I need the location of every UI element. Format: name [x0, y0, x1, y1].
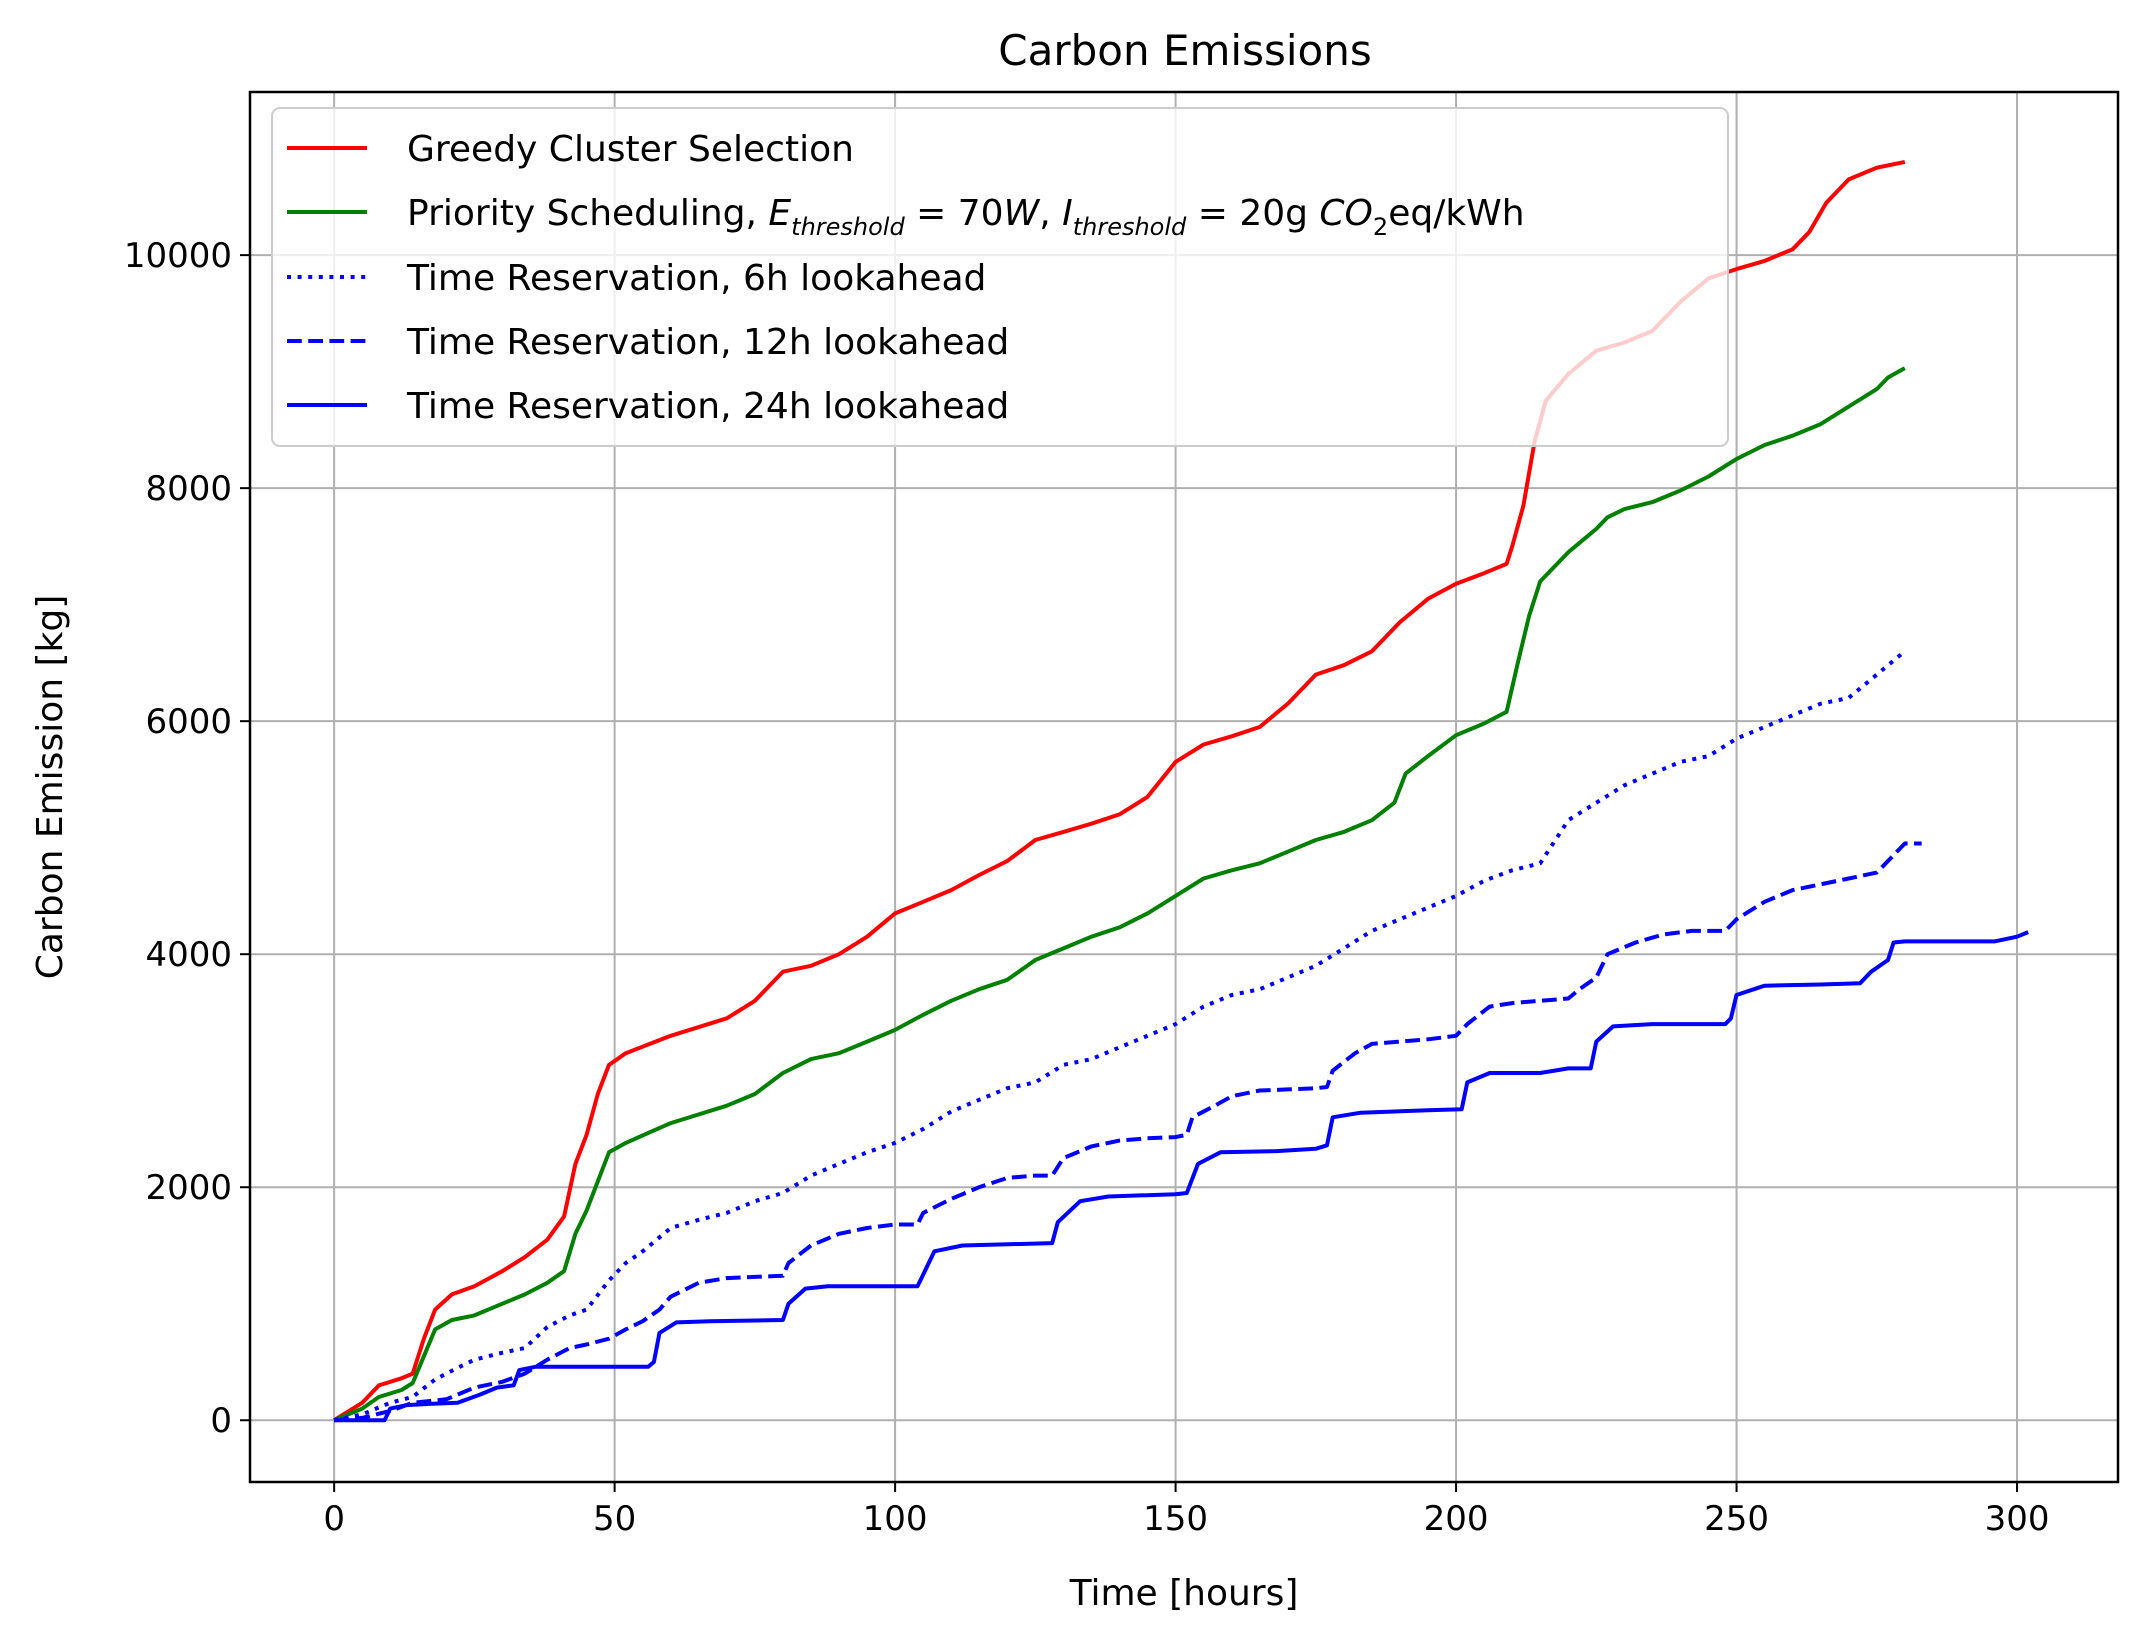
series-line-priority	[333, 366, 1906, 1423]
series-line-12h	[333, 841, 1922, 1423]
legend-label-6h: Time Reservation, 6h lookahead	[406, 258, 986, 299]
x-tick-label: 200	[1424, 1499, 1489, 1539]
x-tick-label: 0	[323, 1499, 345, 1539]
plot-frame	[248, 90, 2120, 1484]
legend: Greedy Cluster Selection Priority Schedu…	[271, 107, 1729, 447]
legend-label-12h: Time Reservation, 12h lookahead	[406, 322, 1009, 363]
y-tick-label: 4000	[145, 935, 232, 975]
y-tick-label: 0	[210, 1401, 232, 1441]
x-tick-label: 50	[593, 1499, 636, 1539]
legend-box	[271, 107, 1729, 447]
y-tick-label: 2000	[145, 1168, 232, 1208]
series-line-6h	[333, 649, 1907, 1423]
x-tick-label: 100	[863, 1499, 928, 1539]
legend-label-24h: Time Reservation, 24h lookahead	[406, 386, 1009, 427]
y-tick-label: 6000	[145, 702, 232, 742]
x-tick-label: 150	[1143, 1499, 1208, 1539]
x-tick-label: 250	[1704, 1499, 1769, 1539]
y-axis-label: Carbon Emission [kg]	[30, 595, 71, 980]
x-tick-label: 300	[1985, 1499, 2050, 1539]
legend-label-greedy: Greedy Cluster Selection	[407, 129, 854, 170]
legend-label-priority: Priority Scheduling, Ethreshold = 70W, I…	[407, 193, 1525, 241]
chart-title: Carbon Emissions	[998, 26, 1371, 75]
y-tick-label: 10000	[124, 236, 232, 276]
x-axis-label: Time [hours]	[1069, 1573, 1299, 1614]
y-tick-label: 8000	[145, 469, 232, 509]
axis-ticks: 0 50 100 150 200 250 300 0 2000 4000 6000 8000 10000	[124, 236, 2050, 1539]
series-line-24h	[334, 930, 2029, 1423]
